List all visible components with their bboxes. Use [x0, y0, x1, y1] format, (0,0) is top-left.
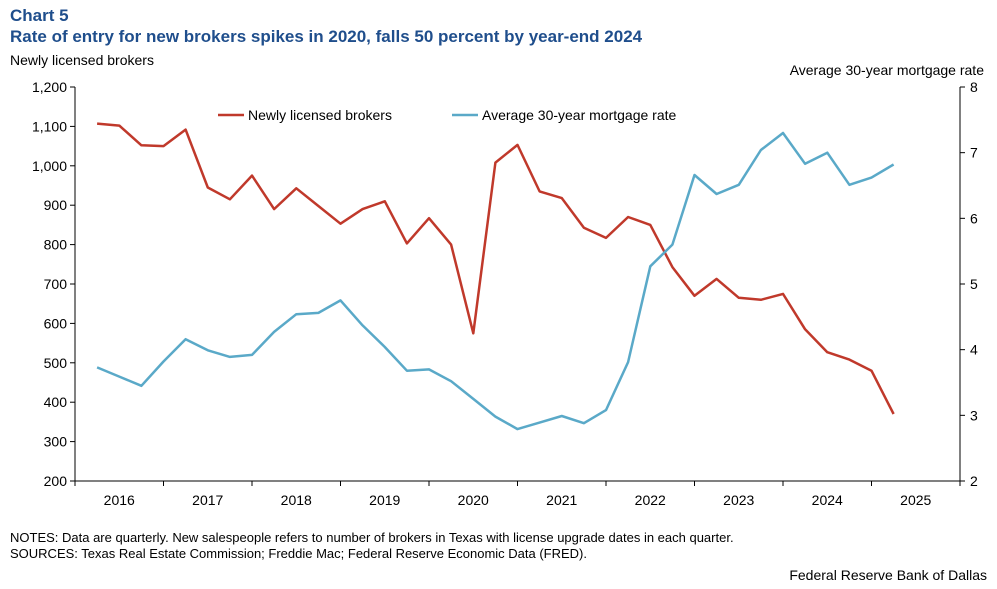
x-tick-label: 2021 — [546, 492, 577, 508]
x-tick-label: 2023 — [723, 492, 754, 508]
x-tick-label: 2018 — [281, 492, 312, 508]
left-tick-label: 500 — [44, 355, 68, 371]
x-tick-label: 2025 — [900, 492, 931, 508]
left-tick-label: 1,100 — [32, 118, 67, 134]
left-tick-label: 700 — [44, 276, 68, 292]
brokers-series-line — [96, 122, 895, 415]
left-tick-label: 300 — [44, 434, 68, 450]
left-tick-label: 1,200 — [32, 79, 67, 95]
left-axis-label: Newly licensed brokers — [10, 52, 154, 68]
left-tick-label: 200 — [44, 473, 68, 489]
left-tick-label: 400 — [44, 394, 68, 410]
right-tick-label: 2 — [970, 473, 978, 489]
right-tick-label: 4 — [970, 342, 978, 358]
left-tick-label: 1,000 — [32, 158, 67, 174]
right-axis-label: Average 30-year mortgage rate — [789, 62, 984, 78]
left-tick-label: 900 — [44, 197, 68, 213]
notes-text: NOTES: Data are quarterly. New salespeop… — [10, 530, 734, 545]
chart-number: Chart 5 — [10, 6, 69, 25]
x-tick-label: 2024 — [812, 492, 843, 508]
legend-brokers-label: Newly licensed brokers — [248, 107, 392, 123]
right-tick-label: 6 — [970, 210, 978, 226]
legend-mortgage-label: Average 30-year mortgage rate — [482, 107, 677, 123]
chart-notes: NOTES: Data are quarterly. New salespeop… — [10, 530, 734, 562]
left-tick-label: 800 — [44, 237, 68, 253]
x-tick-label: 2022 — [635, 492, 666, 508]
chart-title: Rate of entry for new brokers spikes in … — [10, 27, 643, 46]
x-tick-label: 2020 — [458, 492, 489, 508]
mortgage-series-line — [96, 131, 895, 431]
right-tick-label: 3 — [970, 407, 978, 423]
x-tick-label: 2019 — [369, 492, 400, 508]
right-tick-label: 8 — [970, 79, 978, 95]
right-tick-label: 5 — [970, 276, 978, 292]
right-tick-label: 7 — [970, 145, 978, 161]
sources-text: SOURCES: Texas Real Estate Commission; F… — [10, 546, 588, 561]
x-tick-label: 2016 — [104, 492, 135, 508]
x-tick-label: 2017 — [192, 492, 223, 508]
credit-line: Federal Reserve Bank of Dallas — [789, 567, 987, 583]
left-tick-label: 600 — [44, 315, 68, 331]
